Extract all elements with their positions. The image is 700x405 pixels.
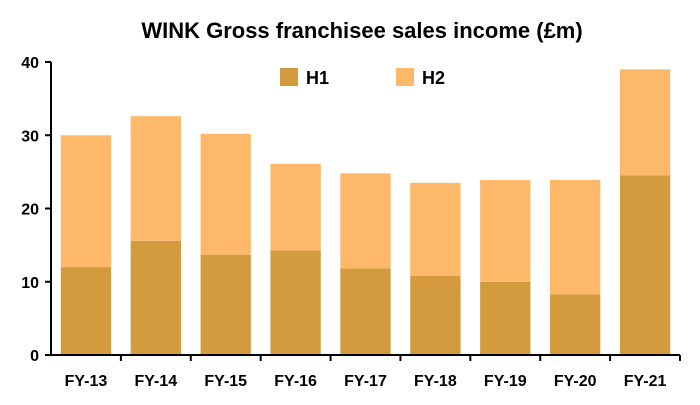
bar-h2-fy-13 [60, 135, 112, 268]
x-tick-label-fy-15: FY-15 [204, 373, 247, 390]
chart-title: WINK Gross franchisee sales income (£m) [141, 18, 582, 43]
legend: H1 H2 [280, 68, 445, 88]
bar-h1-fy-15 [200, 254, 251, 355]
bar-h2-fy-18 [410, 182, 461, 276]
bar-h1-fy-13 [60, 267, 112, 355]
bar-h1-fy-19 [480, 281, 531, 355]
y-tick-label-40: 40 [21, 55, 39, 72]
x-ticks-layer: FY-13 FY-14 FY-15 FY-16 FY-17 FY-18 FY-19 FY-20… [65, 355, 681, 390]
y-tick-label-0: 0 [30, 348, 39, 365]
bar-h2-fy-17 [340, 173, 391, 269]
legend-label-h2: H2 [422, 68, 445, 88]
bar-h2-fy-14 [130, 116, 181, 241]
bar-h1-fy-20 [550, 294, 601, 355]
bar-h2-fy-20 [550, 179, 601, 295]
legend-swatch-h2 [396, 68, 414, 86]
bar-h1-fy-17 [340, 268, 391, 355]
y-tick-label-20: 20 [21, 202, 39, 219]
bar-h2-fy-16 [270, 163, 321, 251]
bar-h1-fy-16 [270, 250, 321, 355]
x-tick-label-fy-16: FY-16 [274, 373, 317, 390]
x-tick-label-fy-13: FY-13 [65, 373, 108, 390]
x-tick-label-fy-14: FY-14 [134, 373, 177, 390]
y-tick-label-10: 10 [21, 275, 39, 292]
y-ticks-layer: 0 10 20 30 40 [21, 55, 51, 365]
x-tick-label-fy-21: FY-21 [624, 373, 667, 390]
bar-h1-fy-21 [619, 175, 671, 355]
legend-swatch-h1 [280, 68, 298, 86]
x-tick-label-fy-18: FY-18 [414, 373, 457, 390]
bars-layer [60, 69, 671, 355]
x-tick-label-fy-17: FY-17 [344, 373, 387, 390]
x-tick-label-fy-19: FY-19 [484, 373, 527, 390]
legend-label-h1: H1 [306, 68, 329, 88]
y-tick-label-30: 30 [21, 128, 39, 145]
bar-h1-fy-14 [130, 240, 181, 355]
bar-h2-fy-21 [619, 69, 671, 176]
bar-h2-fy-15 [200, 133, 251, 255]
bar-h1-fy-18 [410, 275, 461, 355]
x-tick-label-fy-20: FY-20 [554, 373, 597, 390]
bar-h2-fy-19 [480, 179, 531, 282]
